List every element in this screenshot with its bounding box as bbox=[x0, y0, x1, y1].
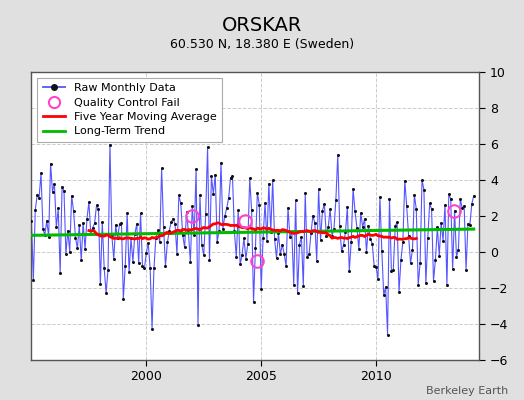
Text: Berkeley Earth: Berkeley Earth bbox=[426, 386, 508, 396]
Text: ORSKAR: ORSKAR bbox=[222, 16, 302, 35]
Legend: Raw Monthly Data, Quality Control Fail, Five Year Moving Average, Long-Term Tren: Raw Monthly Data, Quality Control Fail, … bbox=[37, 78, 222, 142]
Text: 60.530 N, 18.380 E (Sweden): 60.530 N, 18.380 E (Sweden) bbox=[170, 38, 354, 51]
